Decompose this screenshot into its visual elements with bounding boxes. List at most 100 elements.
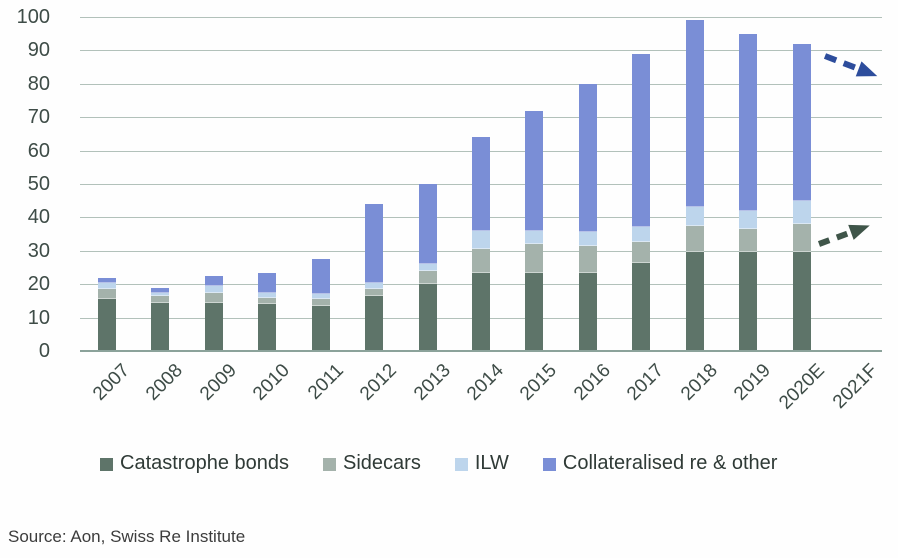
stacked-bar-2016 [578,83,597,351]
legend-label: Collateralised re & other [562,452,778,474]
x-tick-label-2013: 2013 [409,360,455,405]
bar-segment-sidecars [792,224,811,253]
x-tick-label-2009: 2009 [195,360,241,405]
legend-item-sidecars: Sidecars [323,452,421,475]
gridline-80 [80,83,882,85]
gridline-70 [80,117,882,119]
sidecars-swatch-icon [323,457,337,471]
y-tick-label: 20 [27,273,50,296]
y-tick-label: 10 [27,306,50,329]
bar-segment-collateralised-re-other [739,33,758,211]
bar-segment-catastrophe-bonds [739,252,758,351]
bar-segment-ilw [472,230,490,250]
source-attribution: Source: Aon, Swiss Re Institute [8,527,246,546]
bar-segment-sidecars [204,292,223,303]
bar-segment-collateralised-re-other [311,259,330,295]
bar-segment-sidecars [632,242,651,263]
stacked-bar-2007 [97,277,116,351]
bar-segment-catastrophe-bonds [151,302,170,351]
legend-item-ilw: ILW [454,452,509,475]
bar-segment-ilw [365,282,384,290]
bar-segment-collateralised-re-other [204,275,223,286]
legend-item-catastrophe-bonds: Catastrophe bonds [100,452,289,475]
y-tick-label: 80 [27,72,50,95]
stacked-bar-2010 [258,272,277,351]
growth-arrow-icon [817,224,870,247]
bar-segment-catastrophe-bonds [365,295,384,351]
stacked-bar-2008 [151,287,170,351]
bar-segment-collateralised-re-other [792,43,811,201]
bar-segment-catastrophe-bonds [204,302,223,351]
bar-segment-sidecars [472,249,490,273]
bar-segment-catastrophe-bonds [418,284,437,351]
y-tick-label: 90 [27,39,50,62]
bar-segment-collateralised-re-other [365,204,384,283]
bar-segment-collateralised-re-other [418,184,437,265]
bar-segment-catastrophe-bonds [472,272,490,351]
bar-segment-catastrophe-bonds [578,272,597,351]
y-tick-label: 30 [27,239,50,262]
legend-label: ILW [474,452,509,474]
bar-segment-catastrophe-bonds [525,272,544,351]
bar-segment-catastrophe-bonds [311,305,330,351]
x-tick-label-2015: 2015 [516,360,562,405]
bar-segment-ilw [739,210,758,230]
stacked-bar-2019 [739,33,758,351]
stacked-bar-2009 [204,275,223,351]
x-tick-label-2019: 2019 [730,360,776,405]
bar-segment-ilw [151,292,170,296]
bar-segment-ilw [204,285,223,293]
bar-segment-ilw [578,232,597,246]
y-tick-label: 50 [27,173,50,195]
bar-segment-ilw [685,207,704,226]
legend-label: Sidecars [343,452,421,474]
bar-segment-catastrophe-bonds [792,252,811,351]
bar-segment-sidecars [525,244,544,273]
bar-segment-ilw [258,292,277,298]
stacked-bar-2017 [632,53,651,351]
stacked-bar-2014 [472,137,490,351]
bar-segment-sidecars [258,297,277,305]
bar-segment-collateralised-re-other [472,137,490,231]
plot-area [80,17,882,352]
x-tick-label-2011: 2011 [303,360,348,404]
bar-segment-sidecars [418,270,437,285]
gridline-90 [80,50,882,52]
chart-legend: Catastrophe bonds Sidecars ILW Collatera… [100,452,777,475]
y-tick-label: 60 [27,139,50,162]
stacked-bar-2011 [311,259,330,351]
y-tick-label: 0 [38,340,50,362]
bar-segment-ilw [792,200,811,225]
bar-segment-sidecars [685,225,704,253]
bar-segment-collateralised-re-other [258,272,277,293]
y-tick-label: 100 [16,6,50,28]
collateralised-re-swatch-icon [542,457,556,471]
bar-segment-ilw [311,294,330,300]
ilw-swatch-icon [454,457,468,471]
bar-segment-sidecars [739,229,758,253]
bar-segment-collateralised-re-other [632,53,651,228]
bar-segment-sidecars [311,299,330,306]
bar-segment-ilw [418,264,437,271]
bar-segment-sidecars [151,295,170,303]
legend-item-collateralised-re: Collateralised re & other [542,452,778,475]
decline-arrow-icon [823,53,878,77]
bar-segment-collateralised-re-other [685,20,704,208]
y-tick-label: 70 [27,106,50,129]
bar-segment-catastrophe-bonds [632,262,651,351]
bar-segment-ilw [97,282,116,290]
bar-segment-collateralised-re-other [151,287,170,293]
legend-label: Catastrophe bonds [120,452,290,474]
gridline-100 [80,17,882,18]
bar-segment-catastrophe-bonds [258,304,277,351]
bar-segment-sidecars [97,289,116,300]
catastrophe-bonds-swatch-icon [100,457,113,471]
y-tick-label: 40 [27,206,50,229]
stacked-bar-2015 [525,110,544,351]
x-tick-label-2017: 2017 [623,360,669,405]
stacked-bar-2018 [685,20,704,351]
bar-segment-collateralised-re-other [97,277,116,283]
bar-segment-catastrophe-bonds [97,299,116,351]
stacked-bar-2012 [365,204,384,351]
